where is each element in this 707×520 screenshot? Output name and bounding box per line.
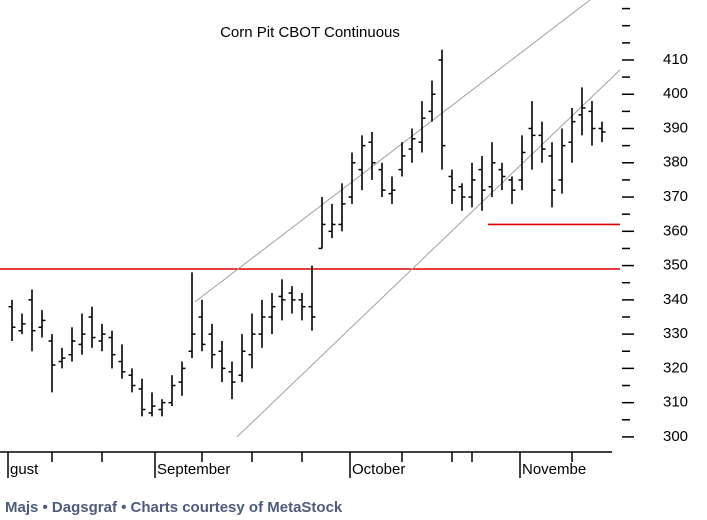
x-tick-label: Novembe [522,461,586,478]
y-tick-label: 320 [663,359,688,376]
y-tick-label: 360 [663,222,688,239]
y-tick-label: 410 [663,51,688,68]
y-tick-label: 330 [663,325,688,342]
y-tick-label: 380 [663,154,688,171]
x-tick-label: October [352,461,405,478]
y-tick-label: 400 [663,85,688,102]
y-tick-label: 390 [663,119,688,136]
chart-title: Corn Pit CBOT Continuous [220,24,400,41]
annotation-line [236,69,621,438]
y-tick-label: 310 [663,394,688,411]
annotation-line [194,0,591,303]
y-tick-label: 340 [663,291,688,308]
x-tick-label: gust [10,461,39,478]
x-tick-label: September [157,461,230,478]
footer: Majs • Dagsgraf • Charts courtesy of Met… [5,499,343,516]
y-tick-label: 370 [663,188,688,205]
y-tick-label: 300 [663,428,688,445]
y-tick-label: 350 [663,257,688,274]
